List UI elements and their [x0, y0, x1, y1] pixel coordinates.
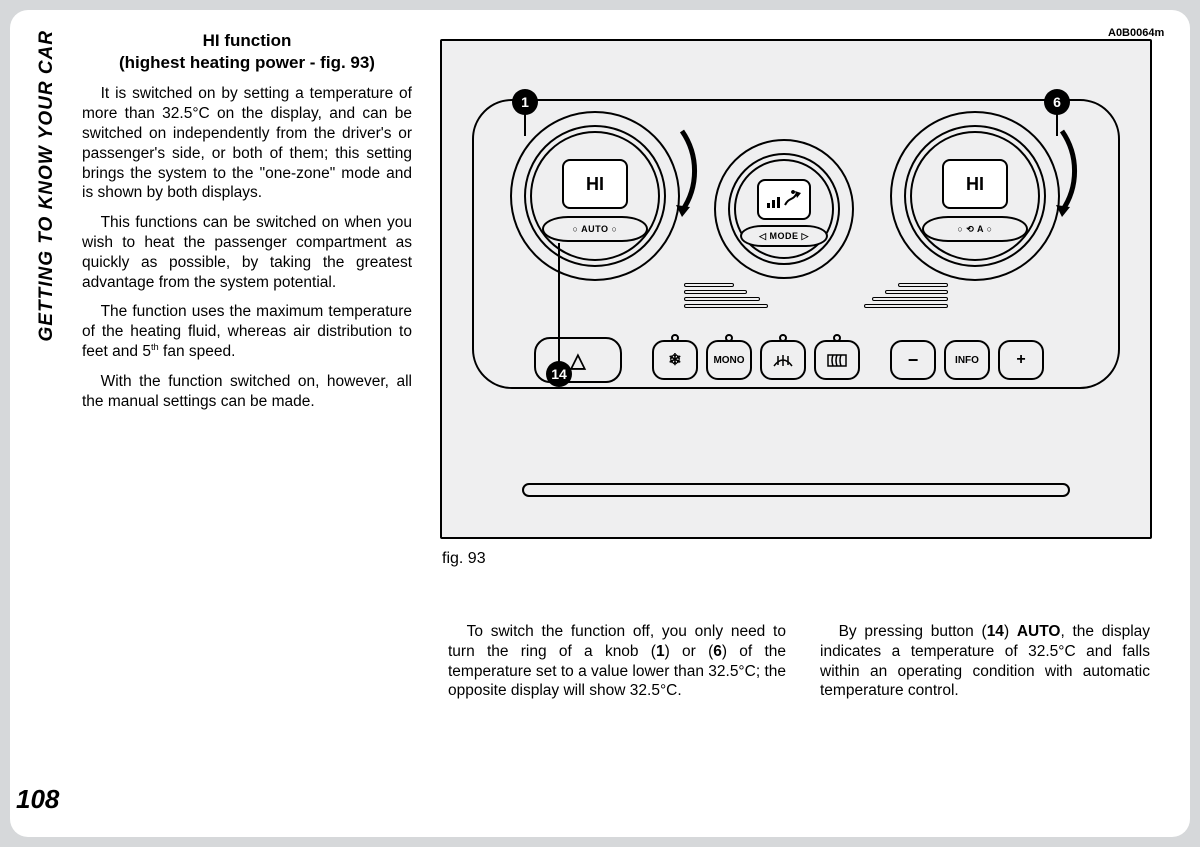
airflow-icon [765, 187, 803, 211]
dashboard-trim-icon [522, 483, 1070, 497]
recirc-button-strip[interactable]: ○ ⟲ A ○ [922, 216, 1028, 243]
left-column: HI function (highest heating power - fig… [82, 30, 412, 422]
text: fan speed. [159, 343, 236, 360]
ac-button[interactable]: ❄ [652, 340, 698, 380]
climate-panel-outline: HI ○ AUTO ○ [472, 99, 1120, 389]
button-label: MONO [713, 355, 744, 366]
mono-button[interactable]: MONO [706, 340, 752, 380]
left-temperature-dial[interactable]: HI ○ AUTO ○ [510, 111, 680, 281]
bold-ref: AUTO [1017, 623, 1061, 640]
snowflake-icon: ❄ [668, 350, 681, 370]
superscript: th [151, 342, 159, 352]
leader-line [1056, 114, 1058, 136]
rear-defrost-button[interactable] [814, 340, 860, 380]
minus-button[interactable]: − [890, 340, 936, 380]
page-number: 108 [16, 784, 59, 815]
rotation-arrow-icon [1054, 121, 1094, 221]
paragraph: This functions can be switched on when y… [82, 213, 412, 292]
button-row: △ ❄ MONO − INFO + [534, 335, 1098, 385]
led-icon [671, 334, 679, 342]
figure-reference-code: A0B0064m [1108, 27, 1186, 39]
air-vent-icon [684, 283, 768, 329]
dial-display: HI [562, 159, 628, 209]
text: By pressing button ( [839, 623, 987, 640]
dial-display: HI [942, 159, 1008, 209]
text: ) [1004, 623, 1017, 640]
bold-ref: 6 [713, 643, 722, 660]
info-button[interactable]: INFO [944, 340, 990, 380]
mode-button-strip[interactable]: ◁ MODE ▷ [740, 225, 827, 247]
section-header: GETTING TO KNOW YOUR CAR [36, 30, 58, 341]
air-vent-icon [864, 283, 948, 329]
text: The function uses the maximum temperatur… [82, 303, 412, 360]
callout-14: 14 [546, 361, 572, 387]
led-icon [779, 334, 787, 342]
center-mode-dial[interactable]: ◁ MODE ▷ [714, 139, 854, 279]
title-line-1: HI function [203, 31, 292, 50]
paragraph: It is switched on by setting a temperatu… [82, 84, 412, 203]
page: GETTING TO KNOW YOUR CAR 108 HI function… [0, 0, 1200, 847]
callout-1: 1 [512, 89, 538, 115]
title-line-2: (highest heating power - fig. 93) [119, 53, 375, 72]
right-column: By pressing button (14) AUTO, the displa… [820, 622, 1150, 711]
auto-button-strip[interactable]: ○ AUTO ○ [542, 216, 648, 243]
rotation-arrow-icon [674, 121, 714, 221]
figure-93: HI ○ AUTO ○ [440, 39, 1152, 539]
bold-ref: 14 [987, 623, 1004, 640]
leader-line [558, 243, 560, 365]
paragraph: To switch the function off, you only nee… [448, 622, 786, 701]
text: ) or ( [665, 643, 714, 660]
front-defrost-button[interactable] [760, 340, 806, 380]
dial-display [757, 179, 811, 220]
callout-6: 6 [1044, 89, 1070, 115]
paragraph: By pressing button (14) AUTO, the displa… [820, 622, 1150, 701]
plus-button[interactable]: + [998, 340, 1044, 380]
front-defrost-icon [772, 352, 794, 368]
paragraph: With the function switched on, however, … [82, 372, 412, 412]
article-title: HI function (highest heating power - fig… [82, 30, 412, 74]
paragraph: The function uses the maximum temperatur… [82, 302, 412, 362]
led-icon [725, 334, 733, 342]
content-card: GETTING TO KNOW YOUR CAR 108 HI function… [10, 10, 1190, 837]
rear-defrost-icon [826, 352, 848, 368]
bold-ref: 1 [656, 643, 665, 660]
figure-caption: fig. 93 [442, 550, 486, 568]
leader-line [524, 114, 526, 136]
led-icon [833, 334, 841, 342]
right-temperature-dial[interactable]: HI ○ ⟲ A ○ [890, 111, 1060, 281]
middle-column: To switch the function off, you only nee… [448, 622, 786, 711]
